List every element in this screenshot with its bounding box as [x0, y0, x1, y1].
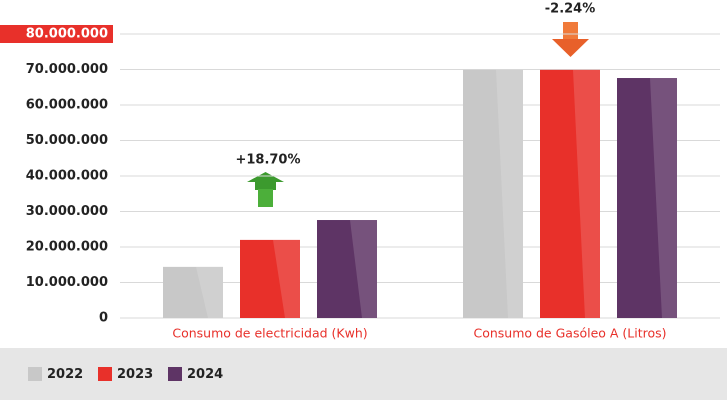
- bar: [540, 69, 600, 318]
- annotation: -2.24%: [545, 2, 596, 17]
- y-tick-label: 10.000.000: [26, 275, 108, 290]
- bar-shade: [650, 78, 677, 319]
- bar-shade: [350, 220, 377, 318]
- tick-highlight: [0, 25, 113, 43]
- y-tick-label: 60.000.000: [26, 98, 108, 113]
- legend-label: 2023: [117, 367, 153, 382]
- down-arrow: [552, 39, 589, 57]
- legend-swatch: [98, 367, 112, 381]
- bar: [617, 78, 677, 319]
- y-tick-label: 20.000.000: [26, 240, 108, 255]
- x-tick-label: Consumo de electricidad (Kwh): [172, 326, 367, 341]
- y-tick-label: 50.000.000: [26, 133, 108, 148]
- y-tick-label: 70.000.000: [26, 62, 108, 77]
- bar: [240, 239, 300, 318]
- annotation: +18.70%: [235, 153, 300, 168]
- bar: [463, 69, 523, 318]
- up-arrow-stem: [258, 189, 273, 207]
- down-arrow-stem: [563, 22, 578, 40]
- bar-shade: [273, 239, 300, 318]
- bar-shade: [196, 266, 223, 318]
- bar-shade: [573, 69, 600, 318]
- bar-shade: [496, 69, 523, 318]
- y-tick-label: 80.000.000: [26, 27, 108, 42]
- legend-swatch: [168, 367, 182, 381]
- bar: [163, 266, 223, 318]
- x-tick-label: Consumo de Gasóleo A (Litros): [473, 326, 666, 341]
- up-arrow: [247, 172, 284, 190]
- legend-swatch: [28, 367, 42, 381]
- y-tick-label: 30.000.000: [26, 204, 108, 219]
- bar: [317, 220, 377, 318]
- y-tick-label: 40.000.000: [26, 169, 108, 184]
- legend-label: 2022: [47, 367, 83, 382]
- legend-box: [0, 348, 727, 400]
- y-tick-label: 0: [99, 311, 108, 326]
- legend-label: 2024: [187, 367, 223, 382]
